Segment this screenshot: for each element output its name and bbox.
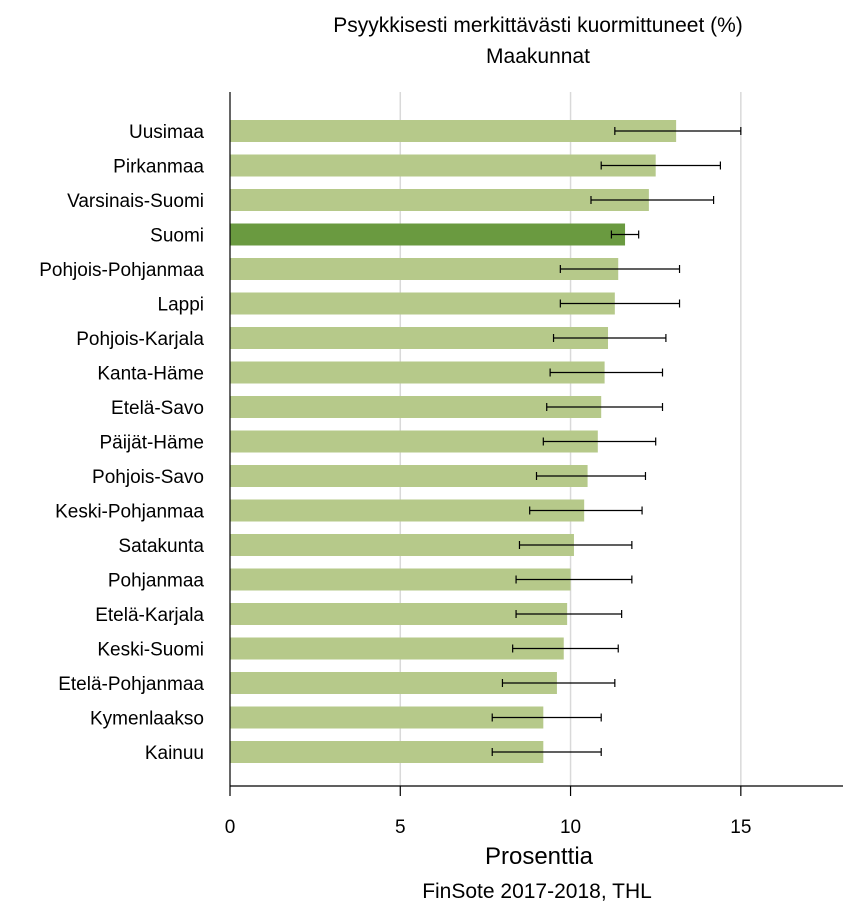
error-bar-etelä-karjala — [515, 610, 623, 618]
error-bar-uusimaa — [614, 127, 742, 135]
bar-satakunta — [230, 534, 574, 556]
error-bar-etelä-savo — [546, 403, 664, 411]
error-bar-lappi — [559, 299, 681, 308]
bar-lappi — [230, 292, 615, 315]
error-bar-suomi — [610, 230, 640, 239]
source-note: FinSote 2017-2018, THL — [422, 880, 652, 903]
bar-pohjois-savo — [230, 465, 588, 487]
axes — [229, 92, 843, 796]
bar-etelä-savo — [230, 396, 602, 418]
error-bar-kymenlaakso — [491, 713, 602, 722]
bar-kymenlaakso — [230, 706, 544, 729]
error-bar-pohjois-pohjanmaa — [559, 265, 681, 273]
bar-uusimaa — [230, 120, 677, 142]
category-label-kainuu: Kainuu — [145, 743, 204, 764]
error-bar-etelä-pohjanmaa — [501, 679, 616, 687]
category-label-suomi: Suomi — [150, 226, 204, 247]
bar-etelä-pohjanmaa — [230, 672, 557, 694]
category-label-pohjanmaa: Pohjanmaa — [108, 571, 205, 592]
bar-kainuu — [230, 741, 544, 763]
bar-pohjois-karjala — [230, 327, 609, 349]
bar-pirkanmaa — [230, 154, 656, 177]
error-bar-päijät-häme — [542, 437, 657, 446]
chart-title: Psyykkisesti merkittävästi kuormittuneet… — [333, 14, 743, 37]
category-label-etelä-karjala: Etelä-Karjala — [95, 605, 204, 626]
x-axis-label: Prosenttia — [485, 843, 594, 870]
category-label-pohjois-karjala: Pohjois-Karjala — [76, 329, 204, 350]
category-label-lappi: Lappi — [158, 295, 205, 316]
bar-suomi — [230, 223, 626, 246]
bar-pohjois-pohjanmaa — [230, 258, 619, 280]
error-bar-pohjanmaa — [515, 575, 633, 584]
category-label-kymenlaakso: Kymenlaakso — [90, 709, 204, 730]
category-label-kanta-häme: Kanta-Häme — [97, 364, 204, 385]
error-bar-satakunta — [518, 541, 633, 549]
error-bars — [491, 127, 742, 756]
category-label-uusimaa: Uusimaa — [129, 122, 204, 143]
error-bar-kainuu — [491, 748, 602, 756]
error-bar-pohjois-karjala — [552, 334, 667, 342]
error-bar-keski-pohjanmaa — [529, 506, 643, 515]
bar-keski-pohjanmaa — [230, 499, 585, 522]
error-bar-keski-suomi — [512, 644, 619, 653]
x-tick-label-0: 0 — [225, 817, 236, 838]
error-bar-pohjois-savo — [535, 472, 647, 480]
chart-subtitle: Maakunnat — [486, 45, 590, 68]
error-bar-pirkanmaa — [600, 161, 722, 170]
bar-varsinais-suomi — [230, 189, 649, 211]
category-label-päijät-häme: Päijät-Häme — [99, 433, 204, 454]
category-label-pohjois-savo: Pohjois-Savo — [92, 467, 204, 488]
category-labels: Uusimaa Pirkanmaa Varsinais-Suomi Suomi Pohj… — [39, 122, 204, 764]
error-bar-kanta-häme — [549, 368, 664, 377]
x-tick-labels: 0 5 10 15 — [225, 817, 752, 838]
category-label-etelä-savo: Etelä-Savo — [111, 398, 204, 419]
category-label-varsinais-suomi: Varsinais-Suomi — [67, 191, 204, 212]
bar-pohjanmaa — [230, 568, 571, 591]
bar-keski-suomi — [230, 637, 564, 660]
category-label-satakunta: Satakunta — [118, 536, 204, 557]
bars — [230, 120, 677, 763]
bar-etelä-karjala — [230, 603, 568, 625]
category-label-pohjois-pohjanmaa: Pohjois-Pohjanmaa — [39, 260, 204, 281]
category-label-keski-suomi: Keski-Suomi — [97, 640, 204, 661]
x-tick-label-10: 10 — [560, 817, 581, 838]
category-label-etelä-pohjanmaa: Etelä-Pohjanmaa — [58, 674, 204, 695]
category-label-keski-pohjanmaa: Keski-Pohjanmaa — [55, 502, 204, 523]
error-bar-varsinais-suomi — [590, 196, 715, 204]
category-label-pirkanmaa: Pirkanmaa — [113, 157, 204, 178]
x-tick-label-5: 5 — [395, 817, 406, 838]
x-tick-label-15: 15 — [730, 817, 751, 838]
bar-kanta-häme — [230, 361, 605, 384]
bar-päijät-häme — [230, 430, 598, 453]
